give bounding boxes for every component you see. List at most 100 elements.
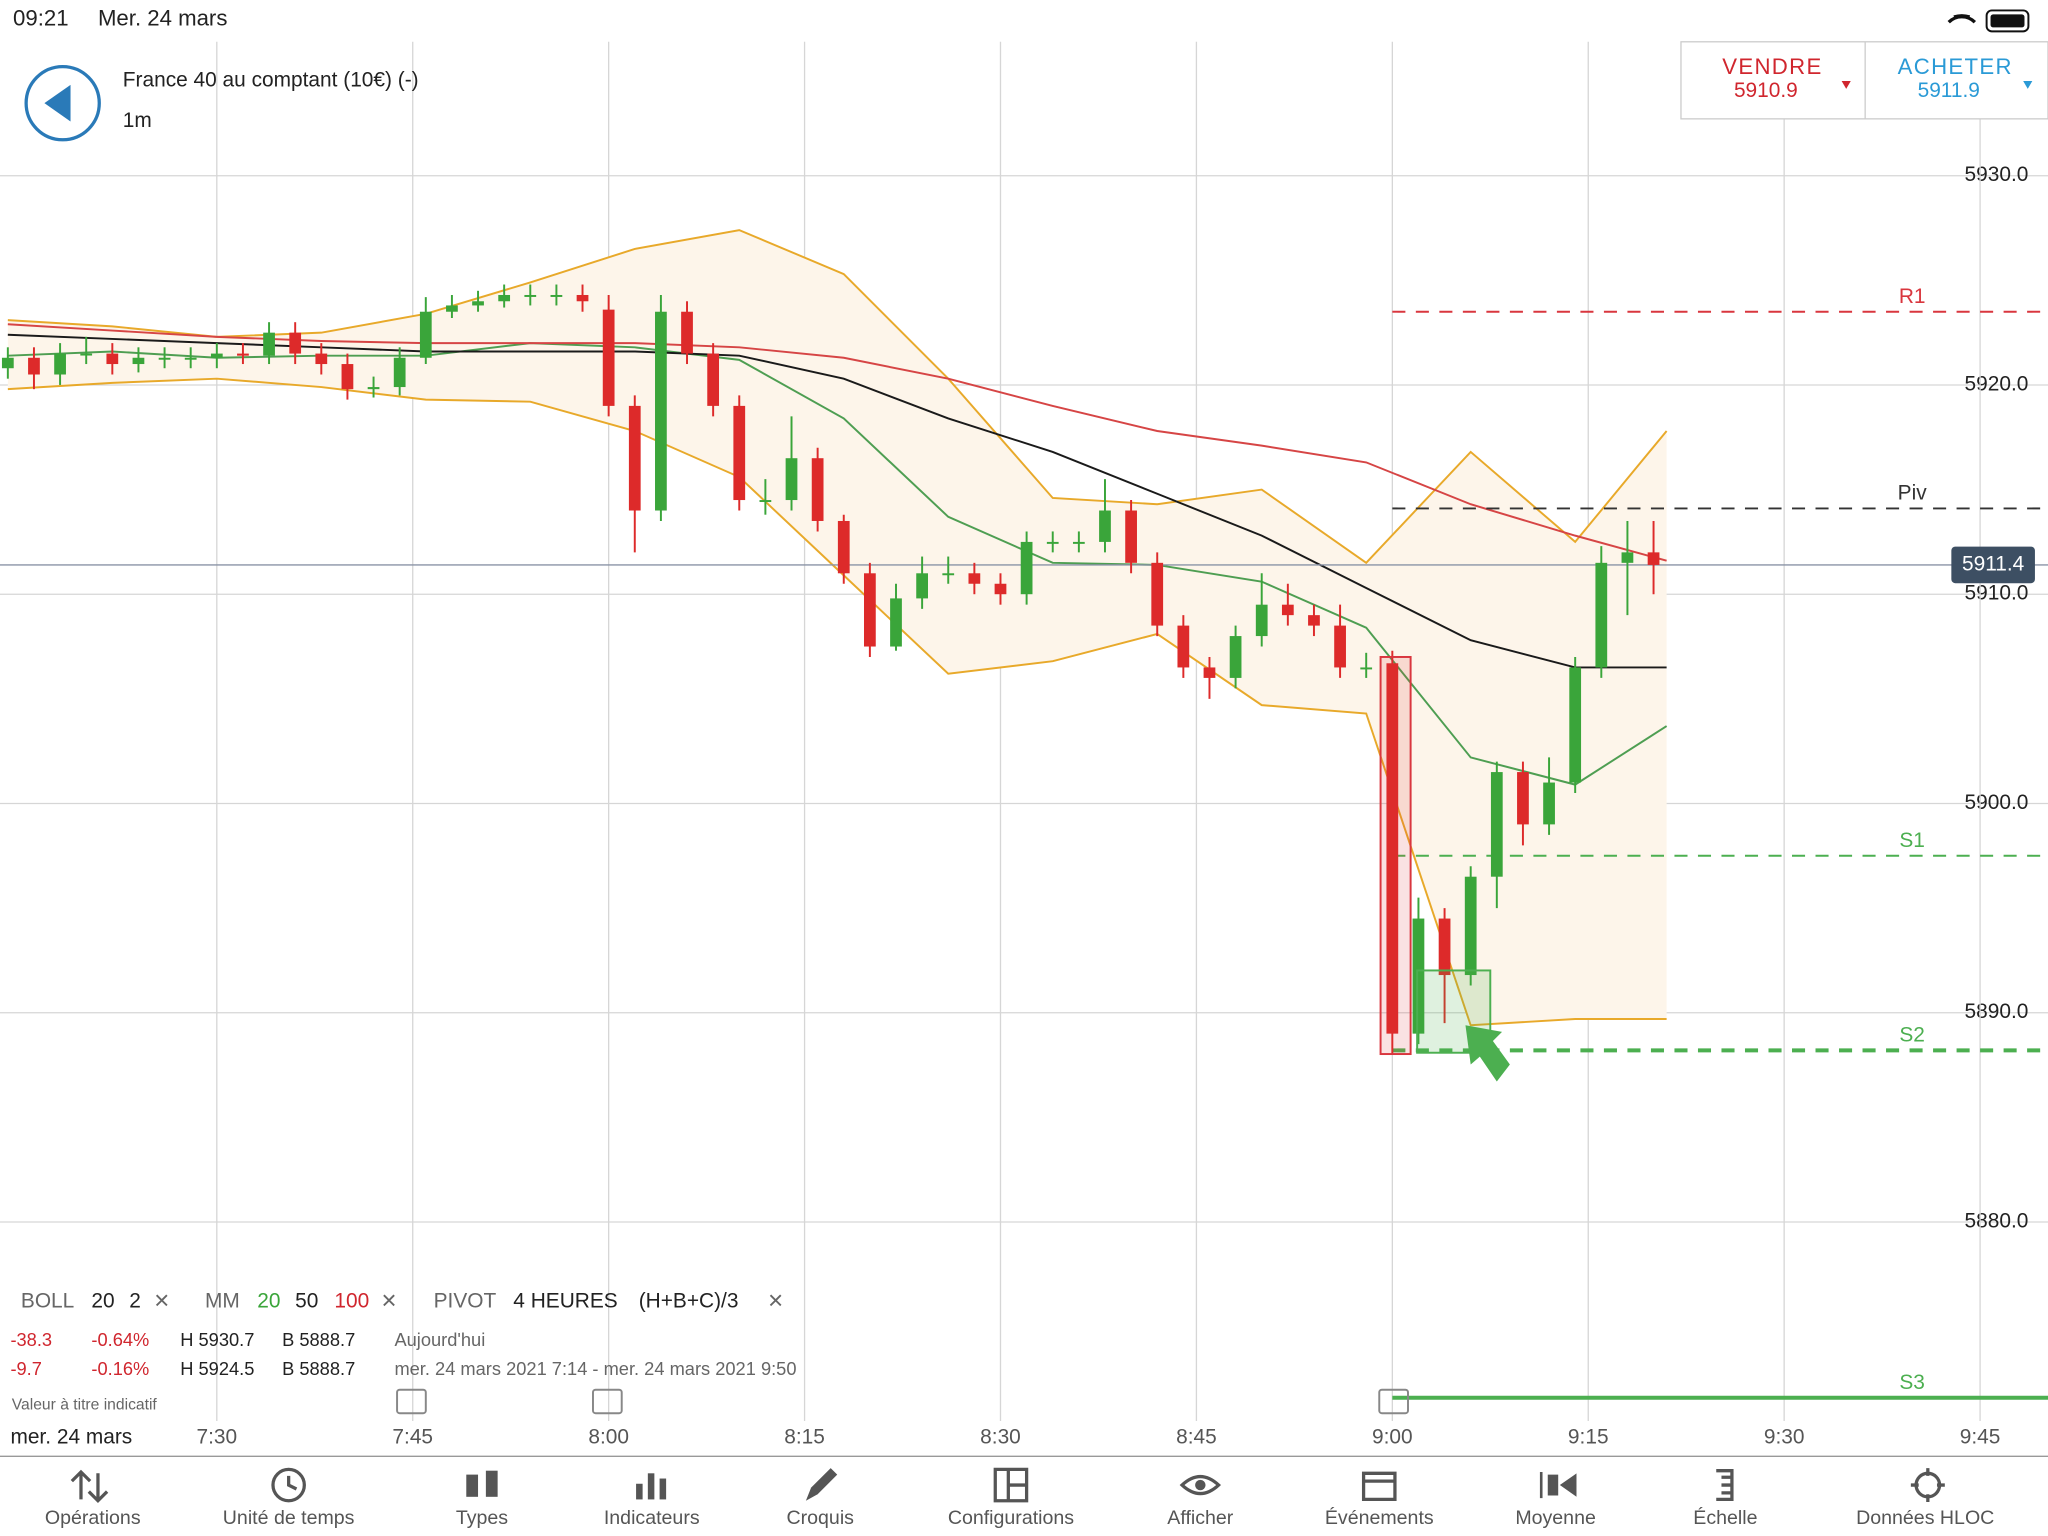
candle-body [1229,636,1242,678]
toolbar-label[interactable]: Opérations [45,1507,141,1529]
toolbar-label[interactable]: Configurations [948,1507,1074,1529]
stat-cell: B 5888.7 [282,1329,355,1350]
sell-label[interactable]: VENDRE [1722,54,1822,79]
y-tick-label: 5930.0 [1965,163,2029,186]
toolbar-label[interactable]: Types [456,1507,508,1529]
candle-body [1438,918,1451,976]
battery-icon [1985,9,2030,33]
candle-body [498,294,511,302]
legend-close[interactable]: × [381,1285,396,1315]
event-icon[interactable] [591,1388,623,1415]
sell-price[interactable]: 5910.9 [1734,79,1798,102]
icon-indicators[interactable] [647,1473,655,1500]
icon-hloc-cross[interactable] [1910,1468,1945,1503]
toolbar-label[interactable]: Croquis [787,1507,855,1529]
candle-body [1412,918,1425,1034]
icon-clock-hands[interactable] [287,1475,298,1491]
candle-body [681,311,693,354]
event-icon[interactable] [1378,1388,1409,1415]
candle-body [864,573,876,647]
legend-boll: BOLL [21,1290,74,1313]
toolbar-label[interactable]: Moyenne [1515,1507,1596,1529]
toolbar-label[interactable]: Indicateurs [604,1507,700,1529]
x-tick-label: 8:30 [980,1426,1021,1449]
toolbar-label[interactable]: Unité de temps [223,1507,355,1529]
candle-body [28,357,40,375]
candle-body [890,598,902,647]
candle-body [80,353,93,356]
buy-label[interactable]: ACHETER [1898,54,2013,79]
toolbar-label[interactable]: Données HLOC [1856,1507,1994,1529]
icon-operations[interactable] [70,1469,109,1504]
candle-body [263,332,275,356]
buy-button[interactable]: ACHETER 5911.9 [1898,54,2033,102]
x-tick-label: 8:15 [784,1426,825,1449]
stat-cell: -38.3 [10,1329,52,1350]
event-icon[interactable] [396,1388,427,1415]
y-tick-label: 5880.0 [1965,1209,2029,1232]
date-bg [0,1422,152,1454]
wifi-icon [1947,14,1977,24]
candle-body [1360,667,1373,670]
sell-button[interactable]: VENDRE 5910.9 [1722,54,1851,102]
icon-types[interactable] [485,1470,498,1497]
icon-events[interactable] [1361,1471,1397,1502]
icon-indicators[interactable] [659,1478,667,1500]
candle-body [733,405,746,501]
legend-close[interactable]: × [768,1285,783,1315]
candle-body [942,573,955,576]
toolbar-label[interactable]: Événements [1325,1506,1434,1529]
last-price-box [1951,546,2035,584]
last-price-label: 5911.4 [1962,552,2024,575]
pivot-label: R1 [1899,285,1926,308]
icon-sketch[interactable] [805,1468,838,1501]
stat-cell: Aujourd'hui [394,1329,485,1350]
candle-body [707,353,720,406]
sell-caret[interactable] [1841,80,1851,89]
candle-body [837,520,850,574]
pivot-label: S1 [1899,829,1925,852]
candle-body [655,311,667,511]
legend-mm-2: 50 [295,1290,318,1313]
candle-body [472,301,484,306]
icon-eye-pupil[interactable] [1195,1479,1206,1491]
icon-indicators[interactable] [636,1483,643,1500]
candle-body [1046,541,1059,544]
candle-body [811,458,824,521]
candle-body [1255,604,1268,637]
candle-body [1621,552,1634,563]
pivot-label: S2 [1899,1024,1925,1047]
legend-close[interactable]: × [154,1285,169,1315]
candle-body [1020,541,1033,595]
current-date: mer. 24 mars [10,1426,132,1449]
back-arrow[interactable] [44,84,71,122]
candle-body [237,353,249,356]
stat-cell: -0.64% [91,1329,149,1350]
icon-clock[interactable] [271,1467,306,1503]
candle-body [1151,562,1164,626]
icon-types[interactable] [466,1474,479,1497]
candle-body [54,353,66,375]
buy-caret[interactable] [2023,80,2033,89]
back-button[interactable] [24,64,101,142]
icon-average[interactable] [1539,1471,1577,1499]
toolbar-icons [70,1467,1945,1504]
band-upper [7,229,1668,565]
candle-body [158,357,171,360]
legend-pivot: PIVOT [434,1290,497,1313]
buy-price[interactable]: 5911.9 [1918,79,1980,102]
icon-config[interactable] [993,1467,1029,1503]
moving-average [7,342,1668,786]
icon-eye[interactable] [1179,1474,1222,1496]
candle-body [1386,663,1399,1034]
legend-pivot-period: 4 HEURES [513,1290,617,1313]
icon-scale[interactable] [1716,1469,1734,1502]
candle-body [132,357,145,365]
stat-cell: mer. 24 mars 2021 7:14 - mer. 24 mars 20… [394,1358,796,1379]
candle-body [1308,615,1320,626]
back-circle[interactable] [24,64,101,142]
toolbar-label[interactable]: Échelle [1693,1506,1757,1529]
stat-cell: -0.16% [91,1358,149,1379]
toolbar-label[interactable]: Afficher [1167,1507,1233,1529]
